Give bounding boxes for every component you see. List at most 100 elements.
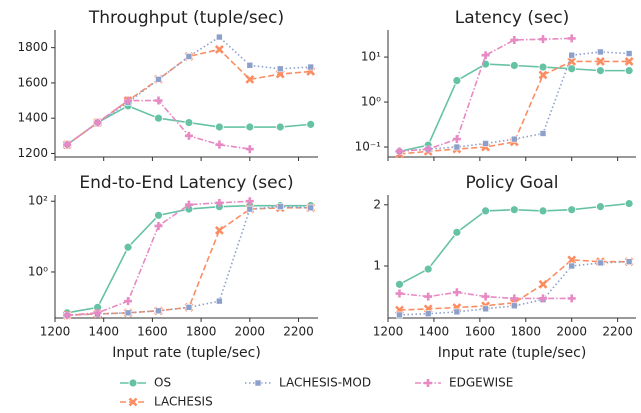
- chart-title: Latency (sec): [455, 8, 570, 28]
- legend-label: EDGEWISE: [449, 376, 513, 390]
- marker: [154, 96, 163, 105]
- marker: [597, 48, 604, 56]
- y-tick-label: 10⁰: [361, 95, 381, 109]
- marker: [538, 70, 548, 80]
- y-tick-label: 10²: [28, 194, 48, 208]
- marker: [625, 50, 633, 57]
- marker: [567, 34, 576, 43]
- marker: [63, 140, 72, 149]
- marker: [154, 113, 163, 123]
- marker: [245, 122, 255, 132]
- marker: [276, 203, 284, 211]
- legend-label: OS: [154, 376, 171, 390]
- marker: [510, 302, 518, 310]
- marker: [624, 199, 634, 208]
- marker: [510, 35, 519, 44]
- marker: [124, 309, 132, 317]
- marker: [123, 242, 133, 252]
- marker: [424, 145, 433, 154]
- marker: [452, 76, 462, 85]
- marker: [452, 227, 462, 237]
- series-line: [66, 36, 311, 146]
- series-line: [67, 204, 311, 314]
- x-tick-label: 1200: [373, 325, 404, 339]
- marker: [154, 221, 163, 230]
- marker: [254, 379, 262, 387]
- marker: [246, 61, 254, 69]
- marker: [245, 145, 254, 154]
- marker: [275, 122, 285, 132]
- marker: [596, 66, 605, 76]
- x-axis-label: Input rate (tuple/sec): [438, 345, 587, 361]
- marker: [184, 200, 193, 209]
- marker: [215, 198, 224, 207]
- y-tick-label: 10¹: [361, 50, 381, 64]
- series-line: [399, 259, 630, 311]
- x-tick-label: 1400: [419, 325, 450, 339]
- x-tick-label: 1800: [511, 325, 542, 339]
- marker: [510, 294, 519, 303]
- y-tick-label: 1400: [17, 111, 48, 125]
- marker: [624, 57, 634, 66]
- marker: [567, 294, 576, 303]
- marker: [395, 279, 404, 289]
- marker: [452, 288, 461, 297]
- legend-label: LACHESIS: [154, 395, 213, 409]
- y-tick-label: 10⁻¹: [355, 140, 382, 154]
- marker: [306, 119, 316, 129]
- chart-title: Throughput (tuple/sec): [88, 8, 284, 28]
- marker: [184, 118, 194, 128]
- marker: [93, 308, 102, 317]
- marker: [481, 206, 490, 216]
- marker: [538, 279, 548, 289]
- x-tick-label: 1400: [88, 325, 119, 339]
- marker: [567, 57, 577, 66]
- marker: [453, 143, 461, 151]
- marker: [539, 130, 547, 137]
- marker: [128, 397, 138, 407]
- y-tick-label: 10⁰: [28, 264, 48, 278]
- x-tick-label: 2200: [602, 325, 633, 339]
- marker: [124, 297, 133, 306]
- marker: [155, 307, 162, 315]
- marker: [93, 118, 102, 127]
- marker: [510, 135, 518, 143]
- marker: [63, 311, 72, 320]
- marker: [184, 131, 193, 140]
- y-tick-label: 1800: [17, 40, 48, 54]
- marker: [245, 197, 254, 206]
- x-tick-label: 1600: [137, 325, 168, 339]
- marker: [539, 35, 547, 44]
- marker: [246, 205, 254, 213]
- marker: [509, 205, 519, 215]
- marker: [481, 51, 490, 60]
- marker: [452, 135, 461, 144]
- marker: [509, 61, 519, 70]
- x-tick-label: 1200: [40, 325, 71, 339]
- marker: [396, 311, 403, 319]
- marker: [245, 74, 255, 84]
- marker: [482, 305, 489, 313]
- marker: [214, 225, 224, 235]
- x-tick-label: 1800: [186, 325, 217, 339]
- y-tick-label: 1: [373, 258, 381, 272]
- marker: [395, 289, 404, 298]
- chart-title: Policy Goal: [465, 173, 558, 193]
- series-line: [66, 48, 311, 146]
- series-line: [67, 207, 311, 316]
- marker: [567, 64, 577, 74]
- x-tick-label: 2200: [283, 325, 314, 339]
- marker: [276, 65, 284, 73]
- marker: [155, 76, 162, 83]
- series-line: [67, 205, 311, 316]
- chart-title: End-to-End Latency (sec): [79, 173, 293, 193]
- series-line: [399, 202, 630, 286]
- marker: [567, 205, 577, 215]
- marker: [538, 62, 548, 72]
- marker: [185, 304, 193, 311]
- marker: [567, 255, 577, 265]
- legend-label: LACHESIS-MOD: [279, 376, 371, 390]
- marker: [424, 310, 432, 318]
- marker: [216, 33, 223, 41]
